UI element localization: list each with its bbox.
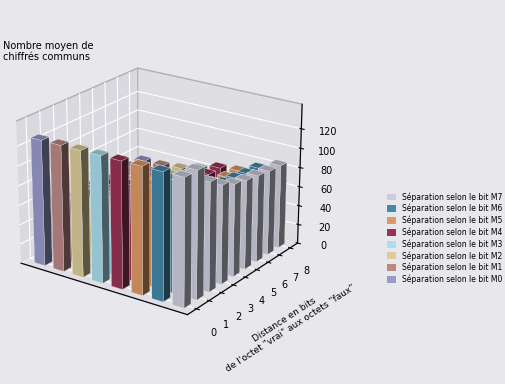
Legend: Séparation selon le bit M7, Séparation selon le bit M6, Séparation selon le bit : Séparation selon le bit M7, Séparation s… (386, 192, 501, 284)
Y-axis label: Distance en bits
de l'octet "vrai" aux octets "faux": Distance en bits de l'octet "vrai" aux o… (218, 275, 356, 374)
Text: Nombre moyen de
chiffrés communs: Nombre moyen de chiffrés communs (3, 41, 93, 62)
